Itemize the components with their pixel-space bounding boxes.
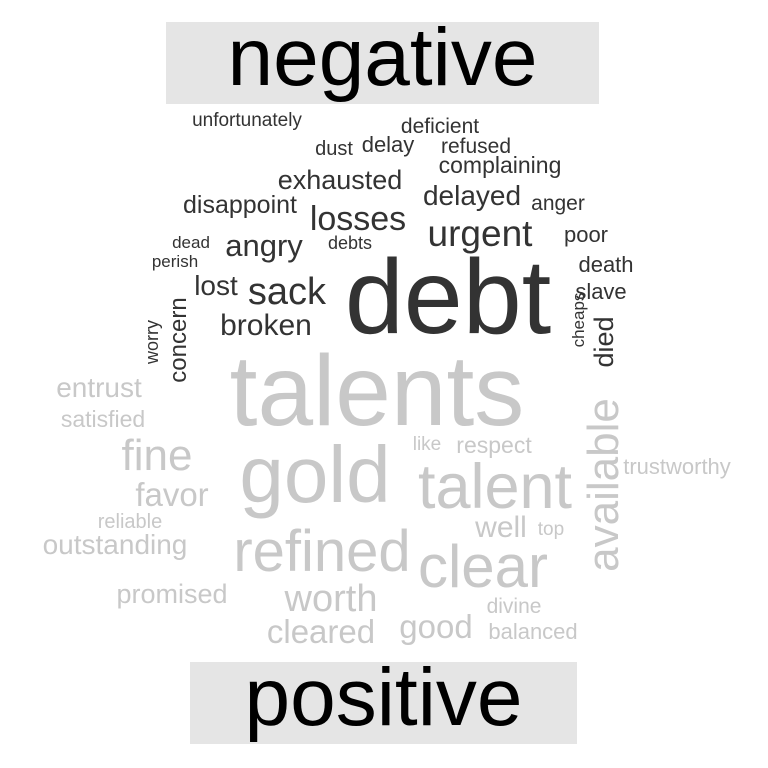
word-disappoint: disappoint bbox=[183, 191, 297, 219]
word-losses: losses bbox=[310, 200, 406, 238]
word-reliable: reliable bbox=[98, 511, 162, 533]
word-death: death bbox=[578, 252, 633, 277]
word-angry: angry bbox=[225, 228, 303, 263]
word-deficient: deficient bbox=[401, 115, 479, 138]
positive-label-box: positive bbox=[190, 657, 577, 744]
word-top: top bbox=[538, 519, 564, 540]
word-delay: delay bbox=[362, 132, 415, 157]
word-cheaps: cheaps bbox=[569, 293, 588, 348]
word-poor: poor bbox=[564, 222, 608, 247]
word-died: died bbox=[589, 316, 619, 367]
word-talents: talents bbox=[230, 335, 525, 447]
word-complaining: complaining bbox=[439, 152, 562, 178]
word-unfortunately: unfortunately bbox=[192, 110, 302, 131]
word-favor: favor bbox=[135, 476, 208, 513]
word-respect: respect bbox=[456, 432, 532, 458]
word-refused: refused bbox=[441, 135, 511, 158]
word-delayed: delayed bbox=[423, 180, 521, 211]
word-refined: refined bbox=[233, 519, 410, 584]
word-sack: sack bbox=[248, 271, 327, 313]
word-urgent: urgent bbox=[428, 213, 534, 254]
positive-label: positive bbox=[244, 652, 523, 743]
word-dead: dead bbox=[172, 233, 210, 252]
word-anger: anger bbox=[531, 192, 585, 215]
word-satisfied: satisfied bbox=[61, 406, 145, 432]
word-promised: promised bbox=[116, 579, 227, 609]
word-fine: fine bbox=[122, 431, 193, 480]
word-worth: worth bbox=[284, 578, 378, 620]
negative-label-box: negative bbox=[166, 17, 599, 104]
word-balanced: balanced bbox=[488, 619, 577, 644]
word-slave: slave bbox=[575, 279, 626, 304]
word-broken: broken bbox=[220, 309, 312, 342]
word-debts: debts bbox=[328, 233, 372, 253]
word-available: available bbox=[579, 398, 628, 572]
word-good: good bbox=[399, 608, 472, 645]
word-divine: divine bbox=[487, 595, 542, 618]
word-talent: talent bbox=[418, 452, 573, 522]
word-lost: lost bbox=[194, 270, 238, 301]
word-dust: dust bbox=[315, 138, 353, 160]
word-worry: worry bbox=[142, 320, 162, 365]
word-perish: perish bbox=[152, 252, 198, 271]
word-concern: concern bbox=[165, 297, 192, 382]
word-entrust: entrust bbox=[56, 372, 142, 403]
word-gold: gold bbox=[239, 430, 390, 519]
word-like: like bbox=[413, 434, 442, 455]
negative-label: negative bbox=[227, 12, 538, 103]
word-well: well bbox=[474, 511, 527, 544]
word-trustworthy: trustworthy bbox=[623, 454, 731, 479]
word-debt: debt bbox=[345, 238, 551, 356]
word-cleared: cleared bbox=[267, 613, 375, 650]
word-clear: clear bbox=[418, 533, 548, 600]
word-exhausted: exhausted bbox=[278, 165, 403, 195]
word-outstanding: outstanding bbox=[43, 529, 188, 560]
